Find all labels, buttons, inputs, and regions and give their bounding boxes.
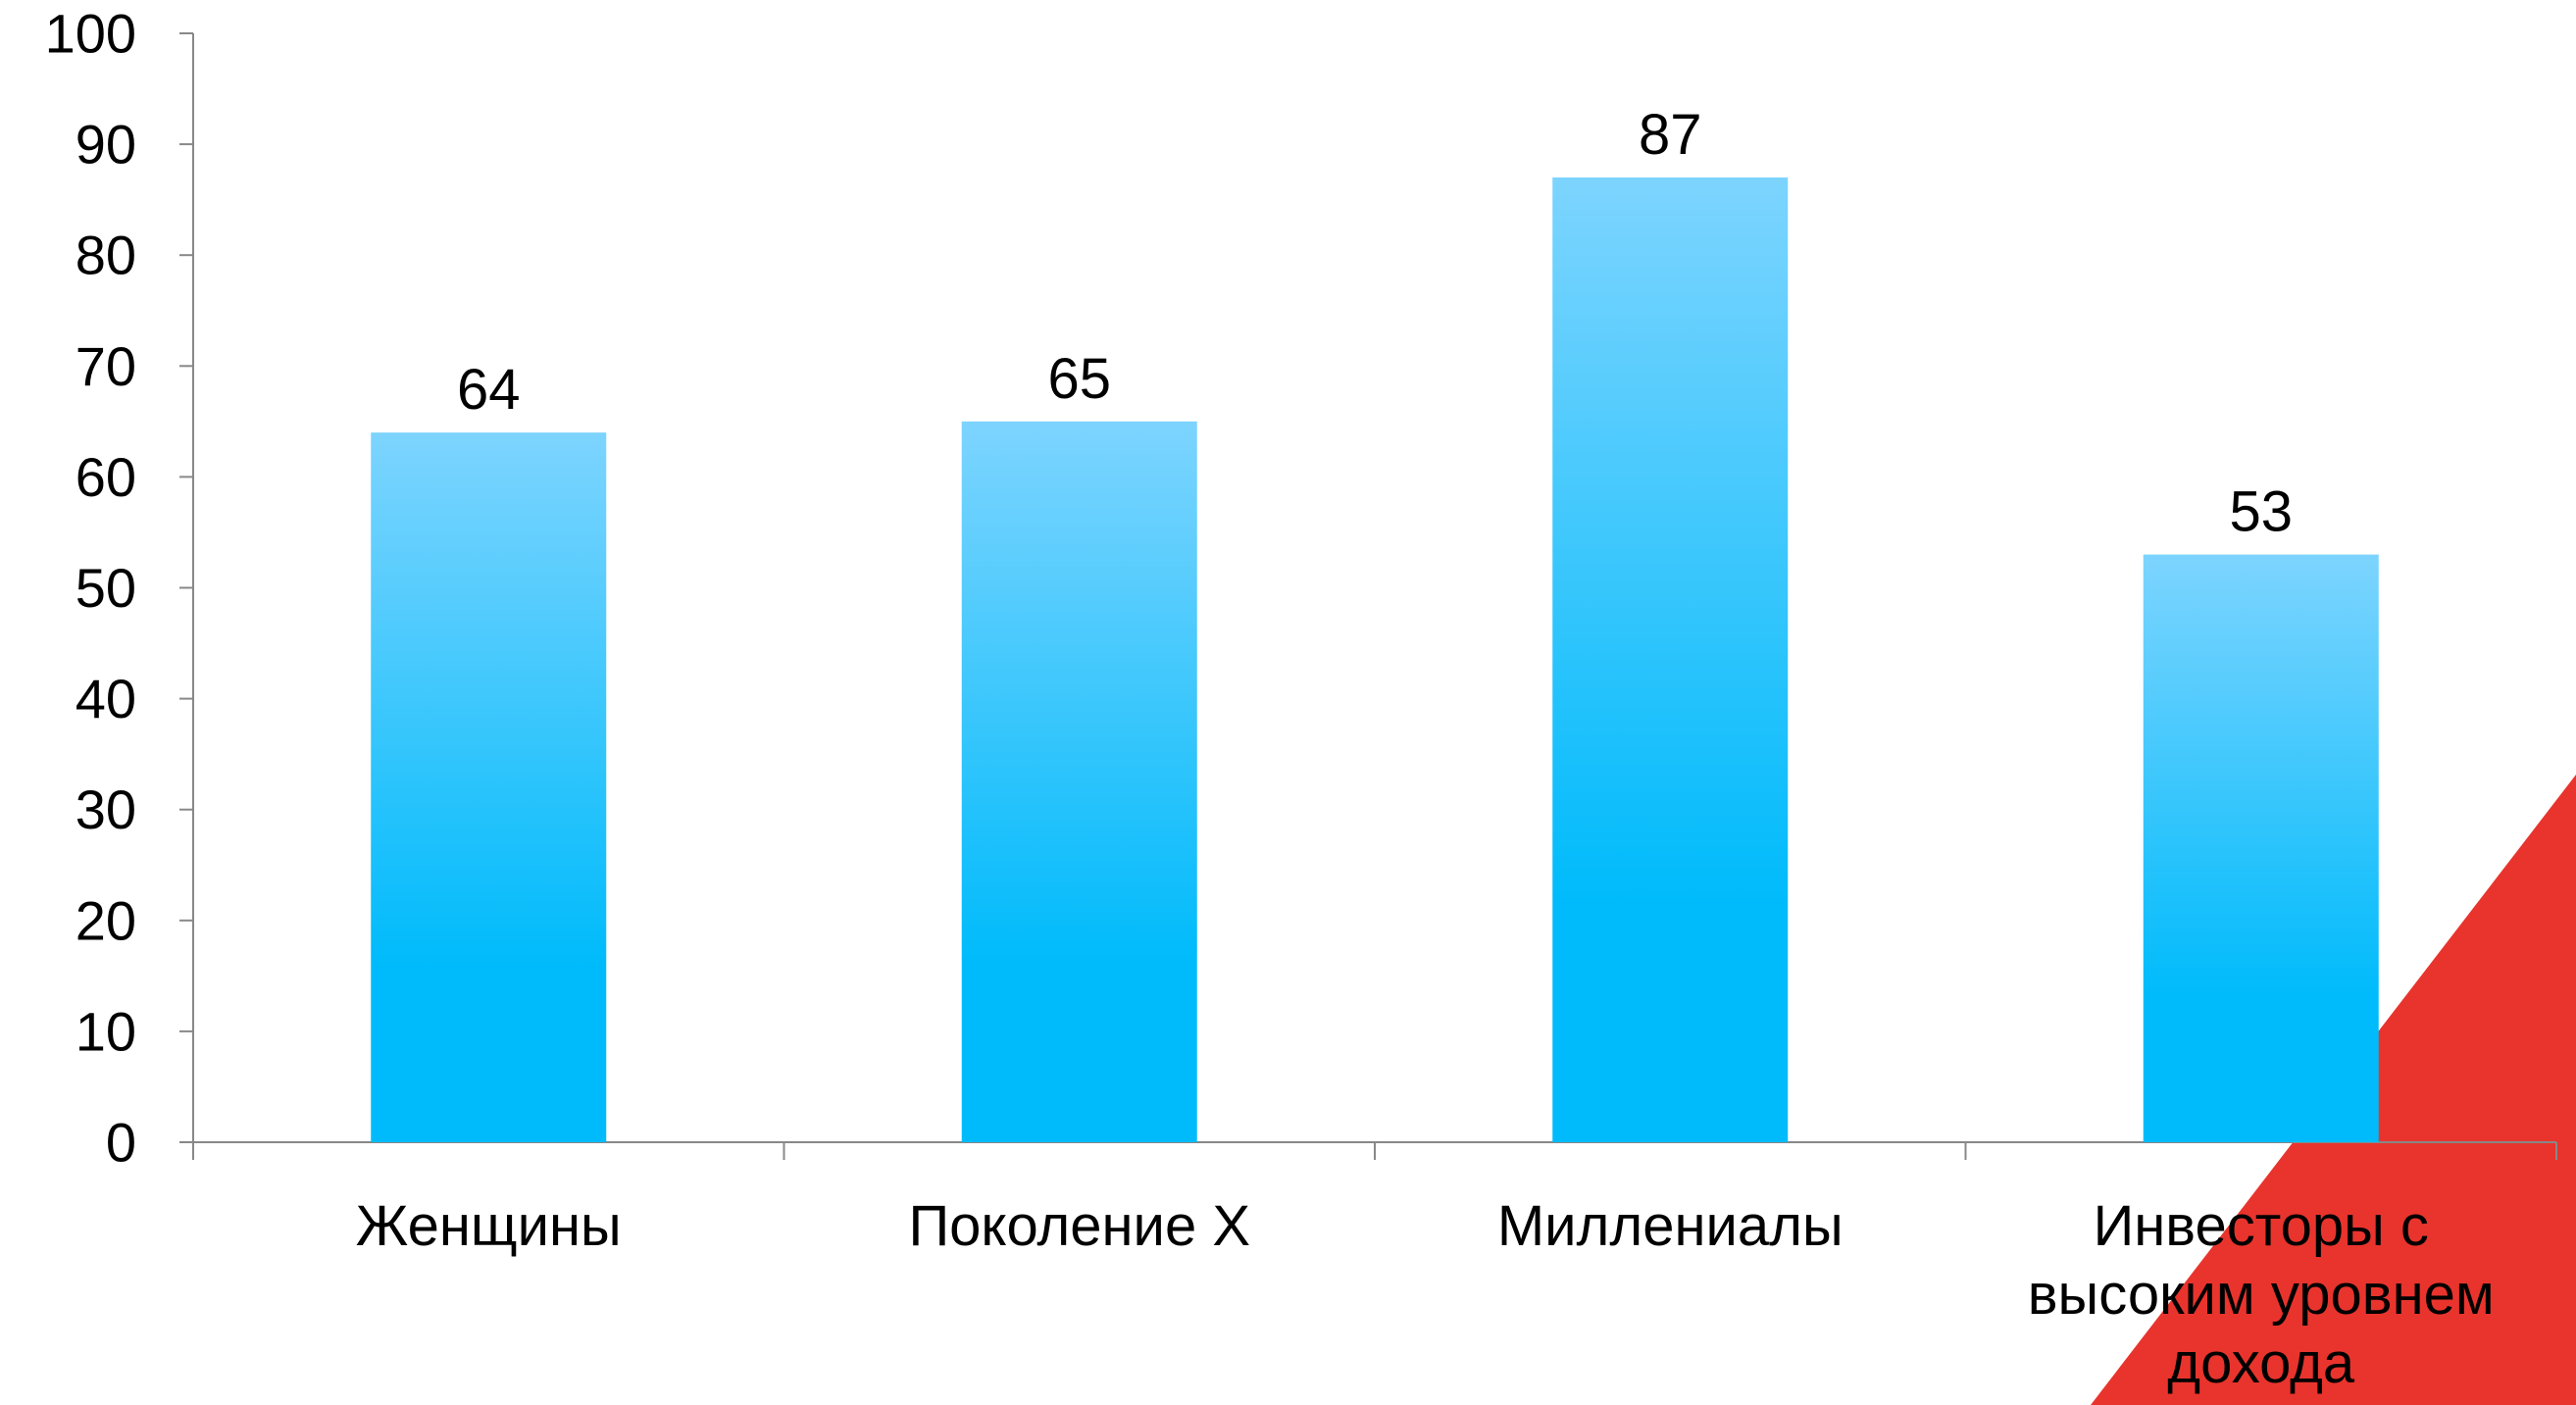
category-label-line: Миллениалы bbox=[1497, 1194, 1844, 1258]
y-tick-label: 90 bbox=[76, 114, 136, 176]
y-axis: 0 10 20 30 40 50 60 70 80 90 100 bbox=[45, 3, 194, 1174]
category-label: Инвесторы с высоким уровнем дохода bbox=[2028, 1194, 2495, 1395]
category-label-line: дохода bbox=[2167, 1331, 2355, 1395]
bar-value-label: 87 bbox=[1639, 103, 1702, 167]
y-tick-label: 40 bbox=[76, 668, 136, 729]
y-tick-label: 80 bbox=[76, 225, 136, 286]
y-tick-label: 30 bbox=[76, 778, 136, 840]
category-label-line: Инвесторы с bbox=[2094, 1194, 2429, 1258]
bar-value-labels: 64 65 87 53 bbox=[457, 103, 2293, 544]
bar-value-label: 53 bbox=[2229, 480, 2293, 544]
y-tick-label: 70 bbox=[76, 335, 136, 397]
category-label: Миллениалы bbox=[1497, 1194, 1844, 1258]
bar-value-label: 65 bbox=[1047, 347, 1111, 411]
bars bbox=[371, 177, 2379, 1143]
bar bbox=[371, 432, 607, 1142]
category-label-line: высоким уровнем bbox=[2028, 1263, 2495, 1327]
y-tick-label: 20 bbox=[76, 889, 136, 951]
category-label-line: Женщины bbox=[356, 1194, 622, 1258]
y-tick-label: 10 bbox=[76, 1000, 136, 1062]
category-label: Женщины bbox=[356, 1194, 622, 1258]
bar bbox=[1552, 177, 1789, 1142]
bar bbox=[961, 421, 1197, 1143]
x-axis bbox=[193, 1141, 2557, 1160]
bar-value-label: 64 bbox=[457, 358, 521, 422]
y-tick-label: 50 bbox=[76, 557, 136, 619]
category-label: Поколение X bbox=[908, 1194, 1250, 1258]
y-tick-label: 60 bbox=[76, 446, 136, 508]
bar bbox=[2143, 554, 2379, 1142]
y-tick-label: 100 bbox=[45, 3, 136, 65]
category-label-line: Поколение X bbox=[908, 1194, 1250, 1258]
y-tick-label: 0 bbox=[106, 1112, 136, 1174]
